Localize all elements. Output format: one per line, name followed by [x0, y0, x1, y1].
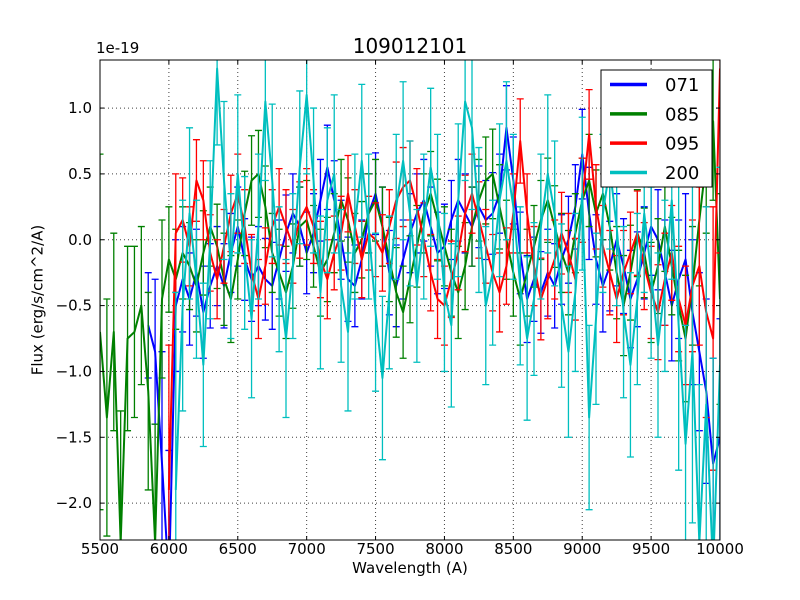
x-tick-label: 8000 [425, 540, 463, 558]
tick-labels: 5500 6000 6500 7000 7500 8000 8500 9000 9500 1000… [56, 99, 744, 558]
x-tick-label: 10000 [696, 540, 744, 558]
y-tick-label: −0.5 [56, 297, 92, 315]
x-tick-label: 7000 [288, 540, 326, 558]
y-tick-label: −2.0 [56, 494, 92, 512]
legend-label-095: 095 [665, 134, 699, 155]
x-axis-label: Wavelength (A) [352, 559, 468, 577]
x-tick-label: 6000 [150, 540, 188, 558]
y-tick-label: 1.0 [68, 99, 92, 117]
series-200-line [174, 67, 720, 540]
y-tick-label: −1.0 [56, 362, 92, 380]
legend-label-071: 071 [665, 75, 699, 96]
plot-title: 109012101 [352, 34, 468, 58]
x-tick-label: 8500 [494, 540, 532, 558]
y-axis-offset-text: 1e-19 [96, 39, 140, 57]
axes-frame [99, 59, 721, 541]
x-tick-label: 6500 [219, 540, 257, 558]
legend-label-200: 200 [665, 163, 699, 184]
legend-label-085: 085 [665, 104, 699, 125]
x-tick-label: 9000 [563, 540, 601, 558]
y-tick-label: 0.5 [68, 165, 92, 183]
series-071-line [147, 126, 720, 540]
legend-box [600, 69, 713, 188]
x-tick-label: 5500 [81, 540, 119, 558]
y-tick-label: −1.5 [56, 428, 92, 446]
tick-marks [99, 60, 721, 540]
x-tick-label: 9500 [632, 540, 670, 558]
series-200 [172, 60, 720, 540]
data-series-group [100, 60, 720, 540]
legend: 071 085 095 200 [600, 69, 713, 188]
x-tick-label: 7500 [356, 540, 394, 558]
y-tick-label: 0.0 [68, 231, 92, 249]
y-axis-label: Flux (erg/s/cm^2/A) [28, 224, 47, 376]
